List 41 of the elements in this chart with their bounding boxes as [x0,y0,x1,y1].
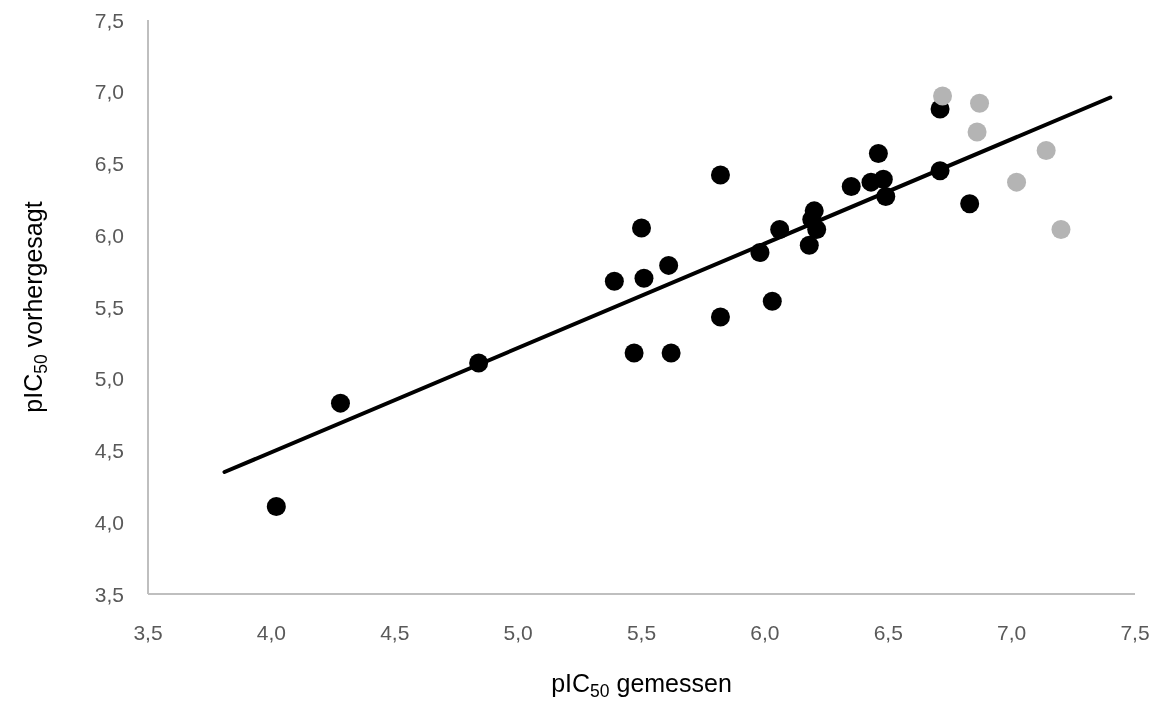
point [970,93,990,113]
point [933,86,953,106]
y-tick-label: 7,0 [94,80,124,104]
x-tick-label: 3,5 [133,620,163,644]
point [604,271,624,291]
x-tick-label: 6,5 [873,620,903,644]
point [661,343,681,363]
point [632,218,651,238]
y-tick-label: 4,5 [94,439,124,462]
point [799,235,819,255]
point [266,496,286,516]
point [330,393,350,413]
x-axis-title: pIC$_{50}$ gemessen [551,669,732,701]
point [960,194,980,214]
point [967,122,987,142]
y-tick-label: 5,5 [94,295,124,319]
y-tick-label: 6,5 [94,152,124,175]
point [861,172,881,192]
x-tick-label: 5,5 [626,620,657,644]
point [868,143,888,163]
x-tick-label: 7,0 [997,620,1027,644]
point [1007,172,1027,192]
y-tick-label: 5,0 [94,367,124,391]
point [841,176,861,196]
x-tick-label: 5,0 [503,620,533,644]
x-tick-label: 6,0 [750,620,780,644]
point [1051,220,1071,240]
y-tick-label: 7,5 [94,8,124,32]
y-tick-label: 4,0 [94,510,124,534]
point [762,291,782,311]
y-tick-label: 3,5 [94,582,124,606]
point [634,268,654,288]
point [1036,141,1056,161]
point [710,165,730,185]
x-tick-label: 4,0 [256,620,286,644]
point [710,307,730,327]
point [659,255,679,275]
x-tick-label: 4,5 [380,620,410,644]
y-tick-label: 6,0 [94,223,124,247]
point [624,343,644,363]
x-tick-label: 7,5 [1120,620,1150,644]
